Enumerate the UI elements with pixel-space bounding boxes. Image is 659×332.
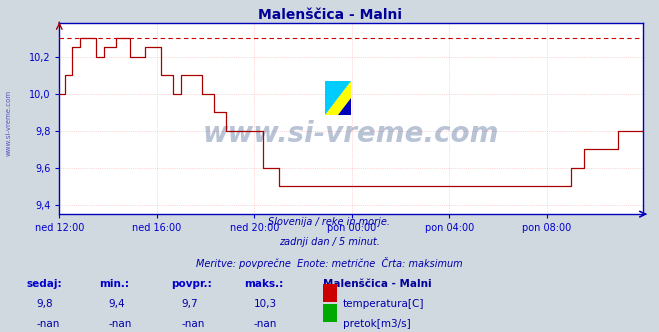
Text: temperatura[C]: temperatura[C] <box>343 299 424 309</box>
Text: 9,4: 9,4 <box>109 299 125 309</box>
Text: -nan: -nan <box>181 319 204 329</box>
Text: min.:: min.: <box>99 279 129 289</box>
Text: sedaj:: sedaj: <box>26 279 62 289</box>
Text: zadnji dan / 5 minut.: zadnji dan / 5 minut. <box>279 237 380 247</box>
Text: 9,7: 9,7 <box>181 299 198 309</box>
Text: 10,3: 10,3 <box>254 299 277 309</box>
Text: Malenščica - Malni: Malenščica - Malni <box>258 8 401 22</box>
Text: pretok[m3/s]: pretok[m3/s] <box>343 319 411 329</box>
Text: -nan: -nan <box>109 319 132 329</box>
Text: -nan: -nan <box>254 319 277 329</box>
Polygon shape <box>325 81 351 115</box>
Text: -nan: -nan <box>36 319 59 329</box>
Text: Meritve: povprečne  Enote: metrične  Črta: maksimum: Meritve: povprečne Enote: metrične Črta:… <box>196 257 463 269</box>
Text: povpr.:: povpr.: <box>171 279 212 289</box>
Text: 9,8: 9,8 <box>36 299 53 309</box>
Text: www.si-vreme.com: www.si-vreme.com <box>203 120 499 148</box>
Polygon shape <box>325 81 351 115</box>
Text: maks.:: maks.: <box>244 279 283 289</box>
Text: www.si-vreme.com: www.si-vreme.com <box>5 90 12 156</box>
Text: Slovenija / reke in morje.: Slovenija / reke in morje. <box>268 217 391 227</box>
Polygon shape <box>338 98 351 115</box>
Text: Malenščica - Malni: Malenščica - Malni <box>323 279 432 289</box>
